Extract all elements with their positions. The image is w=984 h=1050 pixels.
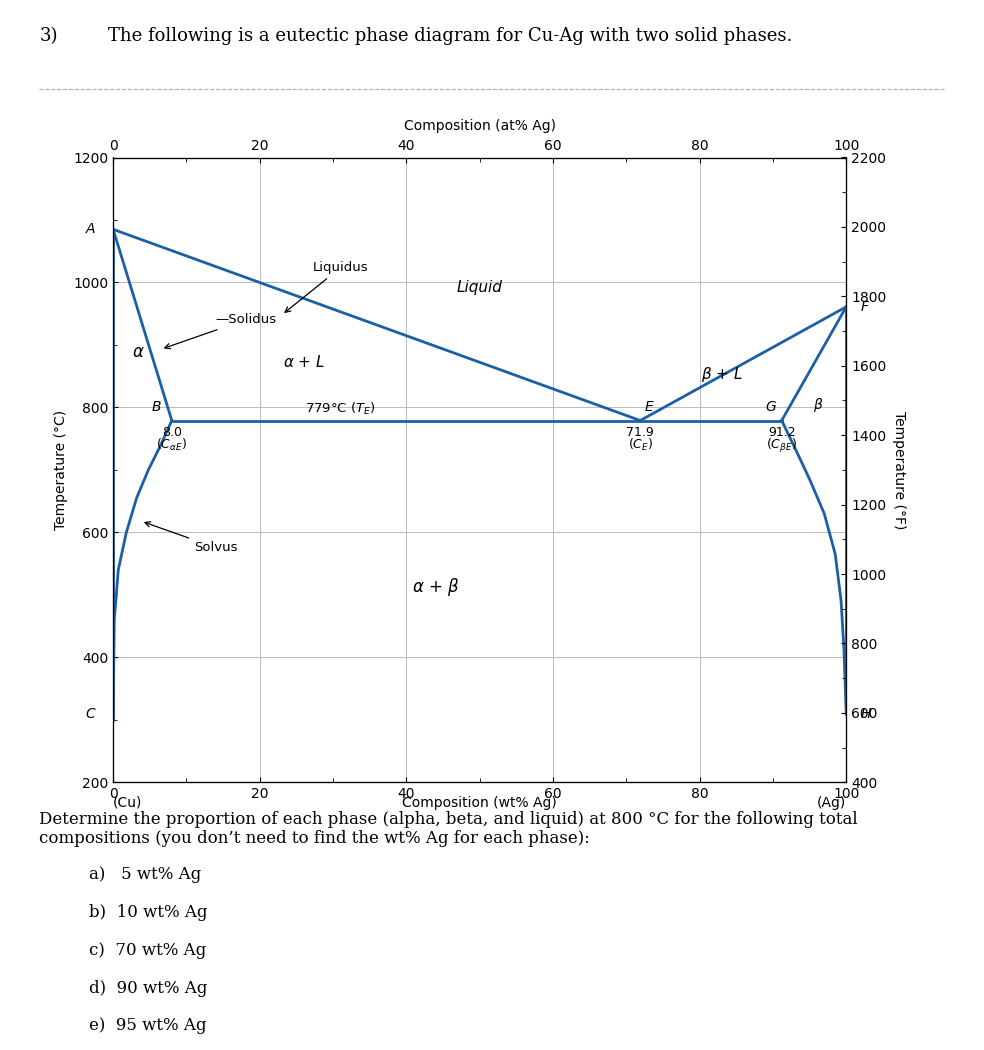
Text: d)  90 wt% Ag: d) 90 wt% Ag <box>89 980 207 996</box>
Y-axis label: Temperature (°F): Temperature (°F) <box>892 411 906 529</box>
Text: H: H <box>861 707 871 720</box>
Text: c)  70 wt% Ag: c) 70 wt% Ag <box>89 942 206 959</box>
Text: (Cu): (Cu) <box>113 796 143 810</box>
Text: A: A <box>86 223 94 236</box>
Text: (Ag): (Ag) <box>817 796 846 810</box>
Text: E: E <box>645 400 653 415</box>
Text: Composition (wt% Ag): Composition (wt% Ag) <box>402 796 557 810</box>
Text: Solvus: Solvus <box>145 522 237 554</box>
Text: $(C_E)$: $(C_E)$ <box>628 437 653 453</box>
X-axis label: Composition (at% Ag): Composition (at% Ag) <box>403 120 556 133</box>
Text: C: C <box>85 707 94 720</box>
Text: B: B <box>152 400 160 415</box>
Text: a)   5 wt% Ag: a) 5 wt% Ag <box>89 866 201 883</box>
Text: 8.0: 8.0 <box>161 426 182 439</box>
Text: $\beta$: $\beta$ <box>813 396 824 415</box>
Text: Determine the proportion of each phase (alpha, beta, and liquid) at 800 °C for t: Determine the proportion of each phase (… <box>39 811 858 847</box>
Text: 71.9: 71.9 <box>627 426 654 439</box>
Text: G: G <box>766 400 776 415</box>
Text: $\alpha$ + $\beta$: $\alpha$ + $\beta$ <box>412 575 460 597</box>
Text: $(C_{\beta E})$: $(C_{\beta E})$ <box>767 437 797 455</box>
Text: $\beta$ + $L$: $\beta$ + $L$ <box>701 365 743 384</box>
Text: 3): 3) <box>39 27 58 45</box>
Y-axis label: Temperature (°C): Temperature (°C) <box>53 410 68 530</box>
Text: F: F <box>861 300 869 314</box>
Text: Liquid: Liquid <box>457 279 503 295</box>
Text: $\alpha$: $\alpha$ <box>133 343 146 361</box>
Text: Liquidus: Liquidus <box>285 261 368 312</box>
Text: $\alpha$ + $L$: $\alpha$ + $L$ <box>282 354 325 370</box>
Text: $(C_{\alpha E})$: $(C_{\alpha E})$ <box>156 437 187 453</box>
Text: 779°C $(T_E)$: 779°C $(T_E)$ <box>305 401 376 417</box>
Text: 91.2: 91.2 <box>768 426 795 439</box>
Text: —Solidus: —Solidus <box>164 313 277 349</box>
Text: e)  95 wt% Ag: e) 95 wt% Ag <box>89 1017 206 1034</box>
Text: b)  10 wt% Ag: b) 10 wt% Ag <box>89 904 207 921</box>
Text: The following is a eutectic phase diagram for Cu-Ag with two solid phases.: The following is a eutectic phase diagra… <box>108 27 793 45</box>
